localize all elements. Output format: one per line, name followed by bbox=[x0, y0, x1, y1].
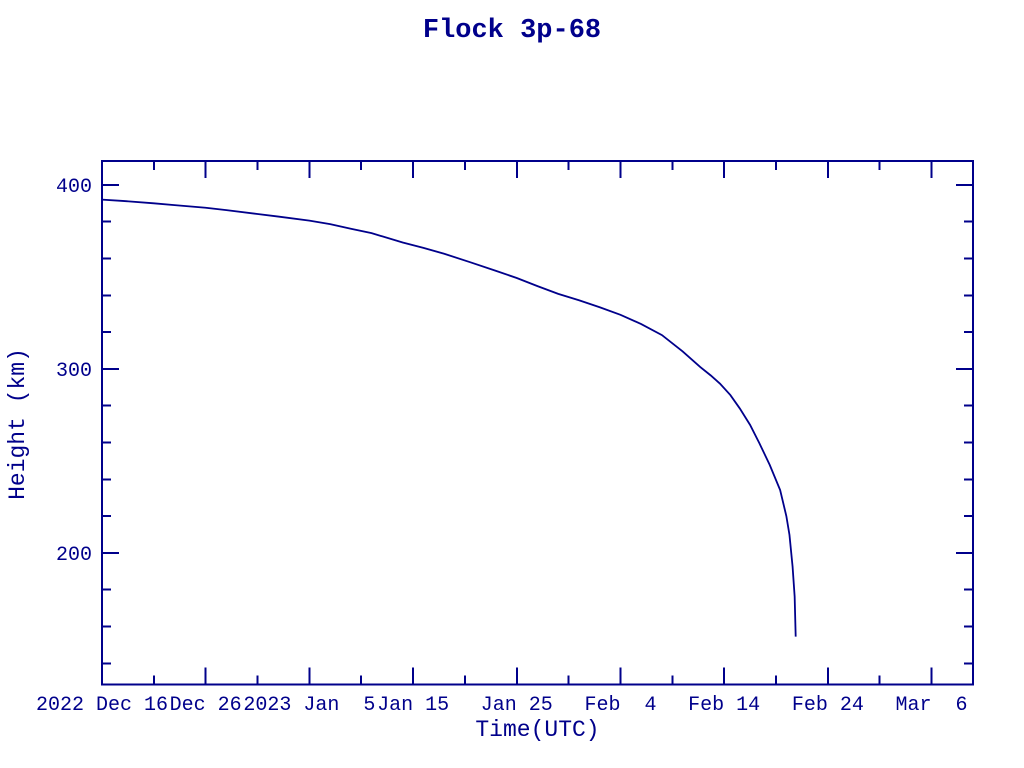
chart-title: Flock 3p-68 bbox=[422, 16, 602, 46]
x-tick-label: Feb 4 bbox=[584, 694, 656, 717]
y-tick-label: 300 bbox=[56, 360, 92, 383]
x-tick-label: Mar 6 bbox=[896, 694, 968, 717]
x-tick-label: Jan 15 bbox=[377, 694, 449, 717]
y-tick-label: 400 bbox=[56, 176, 92, 199]
plot-frame bbox=[101, 160, 974, 686]
y-tick-label: 200 bbox=[56, 544, 92, 567]
x-tick-label: Jan 25 bbox=[481, 694, 553, 717]
x-tick-label: Feb 14 bbox=[688, 694, 760, 717]
x-tick-label: 2022 Dec 16 bbox=[36, 694, 168, 717]
height-decay-curve bbox=[101, 198, 797, 637]
x-tick-label: Dec 26 bbox=[170, 694, 242, 717]
x-tick-label: Feb 24 bbox=[792, 694, 864, 717]
x-tick-label: 2023 Jan 5 bbox=[243, 694, 375, 717]
x-axis-title: Time(UTC) bbox=[475, 717, 600, 743]
